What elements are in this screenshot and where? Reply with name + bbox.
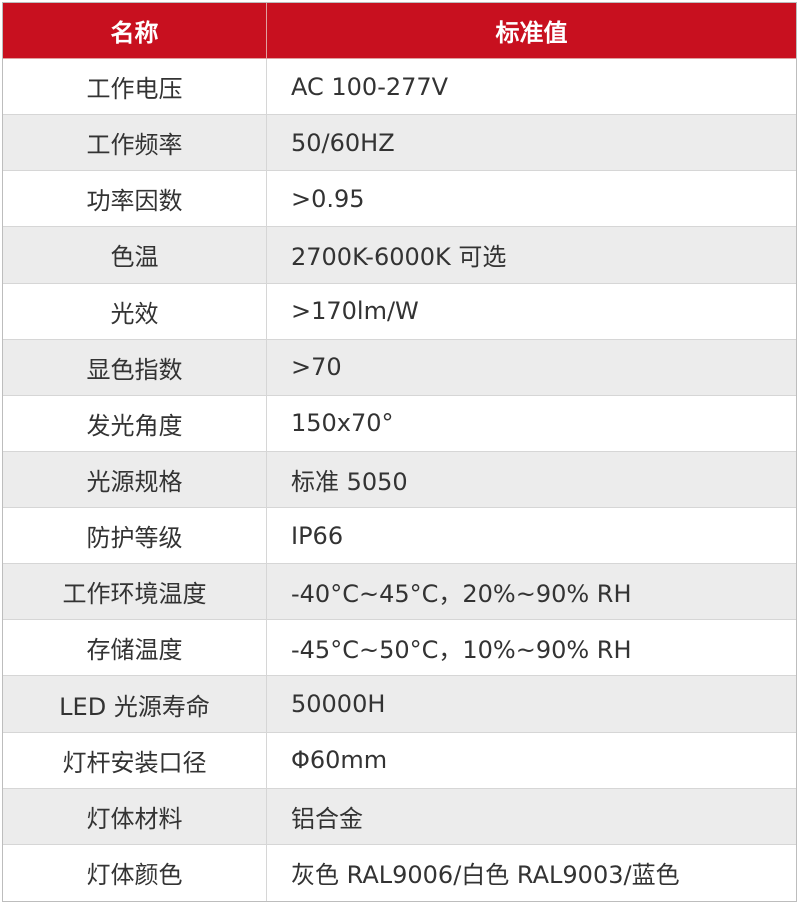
name-cell: 工作电压 <box>3 59 267 116</box>
name-cell: 灯体材料 <box>3 788 267 845</box>
value-cell: 灰色 RAL9006/白色 RAL9003/蓝色 <box>291 861 680 890</box>
value-cell: >0.95 <box>267 171 796 228</box>
value-cell: >70 <box>267 339 796 396</box>
header-cell: 标准值 <box>267 3 796 59</box>
name-cell: 工作频率 <box>3 115 267 172</box>
value-cell: -45°C~50°C，10%~90% RH <box>267 620 796 677</box>
value-cell: 铝合金 <box>267 788 796 845</box>
value-cell: AC 100-277V <box>267 59 796 116</box>
header-cell: 名称 <box>3 3 267 59</box>
name-cell: 防护等级 <box>3 508 267 565</box>
name-cell: 灯体颜色 <box>3 844 267 901</box>
value-cell: 50/60HZ <box>267 115 796 172</box>
value-cell: 50000H <box>267 676 796 733</box>
name-cell: 光源规格 <box>3 451 267 509</box>
name-cell: 存储温度 <box>3 620 267 677</box>
value-cell: Φ60mm <box>267 733 796 789</box>
value-cell: -40°C~45°C，20%~90% RH <box>267 564 796 621</box>
value-cell: >170lm/W <box>267 284 796 340</box>
name-cell: 灯杆安装口径 <box>3 732 267 789</box>
name-cell: 工作环境温度 <box>3 564 267 621</box>
name-cell: 光效 <box>3 283 267 340</box>
name-cell: 显色指数 <box>3 339 267 396</box>
name-cell: 发光角度 <box>3 395 267 452</box>
value-cell: 150x70° <box>267 396 796 452</box>
value-cell: IP66 <box>267 508 796 565</box>
name-cell: 功率因数 <box>3 171 267 228</box>
value-cell: 2700K-6000K 可选 <box>267 227 796 284</box>
name-cell: 色温 <box>3 227 267 284</box>
name-cell: LED 光源寿命 <box>3 676 267 733</box>
value-cell: 标准 5050 <box>267 451 796 509</box>
